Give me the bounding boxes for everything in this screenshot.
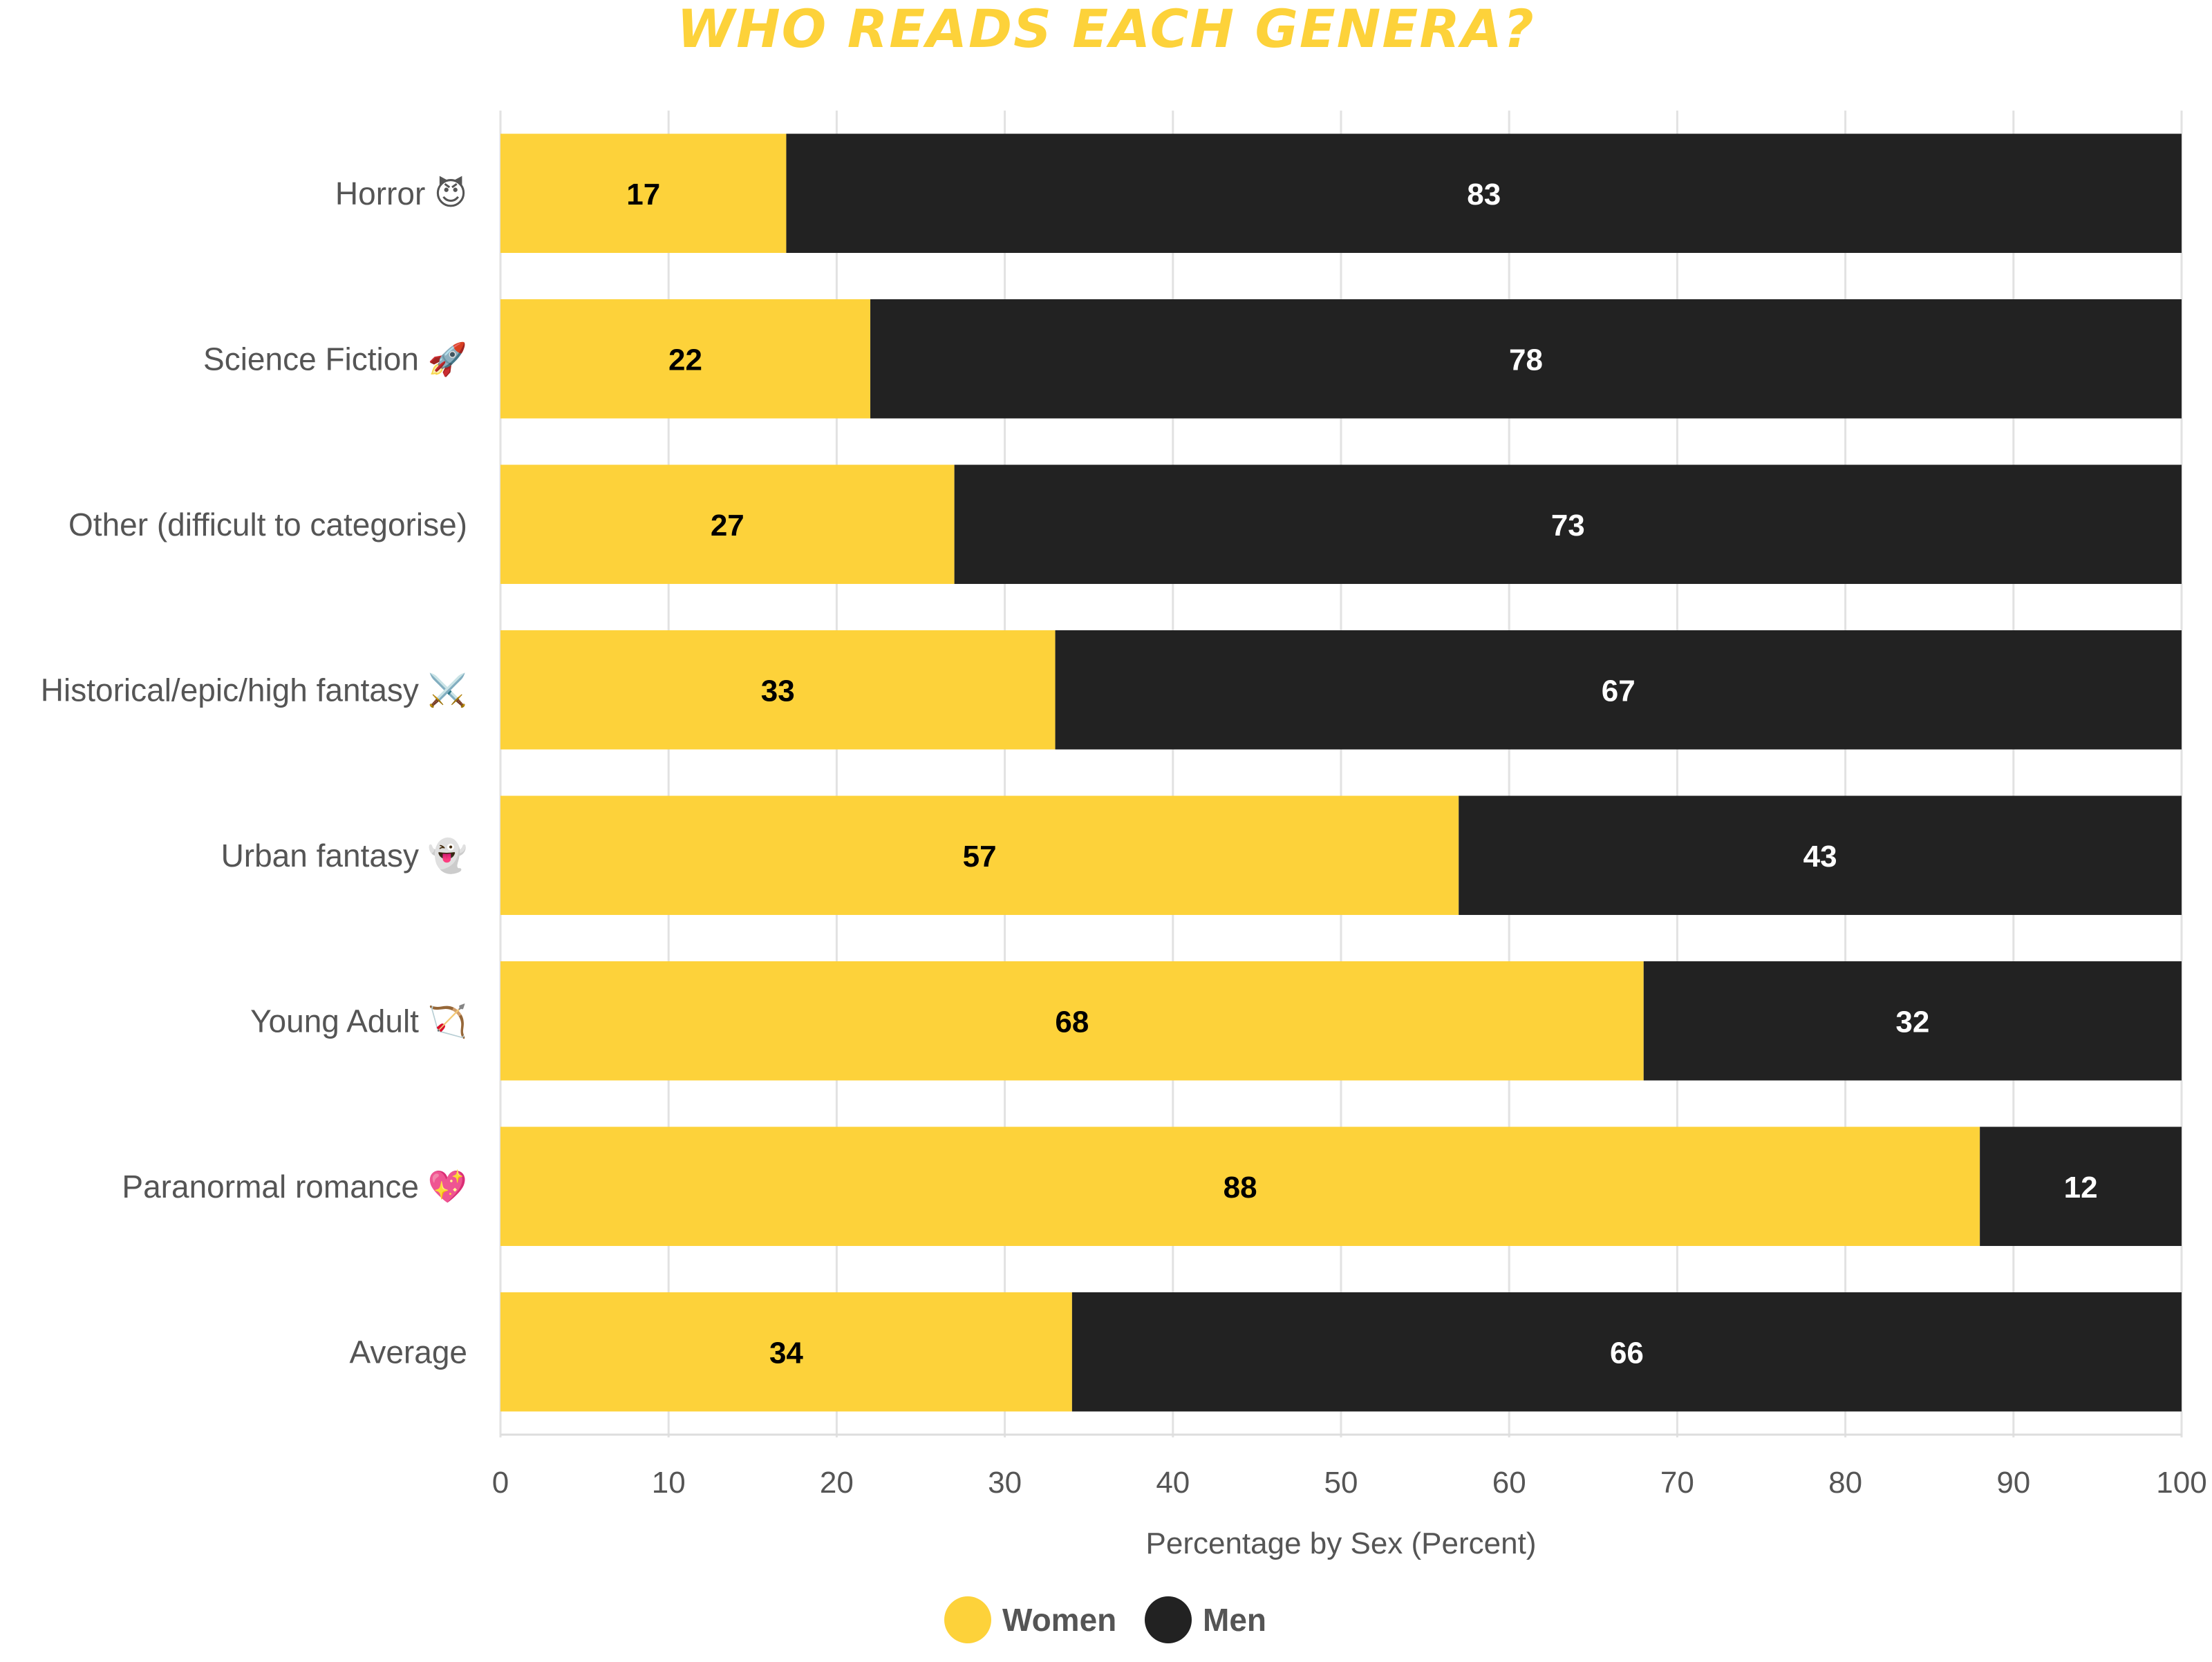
bar-women xyxy=(500,1292,1072,1412)
bar-men xyxy=(786,133,2182,253)
bar-men xyxy=(954,464,2182,584)
x-tick-label: 0 xyxy=(492,1466,509,1500)
category-label: Urban fantasy 👻 xyxy=(221,836,467,875)
x-tick-label: 80 xyxy=(1828,1466,1862,1500)
category-label: Historical/epic/high fantasy ⚔️ xyxy=(41,672,467,708)
x-tick-label: 30 xyxy=(988,1466,1022,1500)
data-label: 34 xyxy=(769,1336,803,1370)
category-label: Average xyxy=(349,1334,467,1370)
category-label: Young Adult 🏹 xyxy=(250,1003,467,1040)
data-label: 66 xyxy=(1610,1336,1644,1370)
chart-title: WHO READS EACH GENERA? xyxy=(677,0,1535,59)
x-tick-label: 40 xyxy=(1156,1466,1190,1500)
x-tick-label: 70 xyxy=(1660,1466,1694,1500)
data-label: 83 xyxy=(1467,178,1501,211)
category-labels: Horror 😈 Science Fiction 🚀 Other (difficul… xyxy=(41,176,468,1370)
data-label: 22 xyxy=(668,343,702,377)
legend: Women Men xyxy=(944,1596,1266,1643)
category-label: Horror 😈 xyxy=(335,176,467,211)
bar-men xyxy=(1980,1126,2182,1246)
bar-women xyxy=(500,133,787,253)
data-label: 88 xyxy=(1224,1171,1257,1205)
legend-label-women[interactable]: Women xyxy=(1002,1602,1116,1638)
bar-men xyxy=(1055,630,2182,750)
legend-swatch-women xyxy=(944,1596,991,1643)
bar-women xyxy=(500,961,1644,1081)
bar-men xyxy=(870,299,2182,419)
x-tick-label: 90 xyxy=(1996,1466,2030,1500)
data-label: 12 xyxy=(2064,1171,2098,1205)
data-label: 33 xyxy=(761,674,795,708)
bars xyxy=(500,133,2182,1412)
bar-men xyxy=(1643,961,2182,1081)
bar-women xyxy=(500,299,871,419)
x-axis-title: Percentage by Sex (Percent) xyxy=(1146,1527,1537,1560)
x-tick-label: 60 xyxy=(1492,1466,1526,1500)
data-label: 17 xyxy=(626,178,660,211)
bar-women xyxy=(500,795,1459,915)
data-label: 27 xyxy=(711,509,744,542)
bar-women xyxy=(500,630,1056,750)
data-label: 32 xyxy=(1895,1005,1929,1039)
bar-women xyxy=(500,1126,1980,1246)
data-label: 73 xyxy=(1551,509,1585,542)
data-label: 57 xyxy=(963,840,997,874)
x-tick-label: 20 xyxy=(820,1466,854,1500)
category-label: Science Fiction 🚀 xyxy=(203,341,467,377)
data-label: 78 xyxy=(1509,343,1543,377)
category-label: Other (difficult to categorise) xyxy=(68,507,467,542)
data-label: 67 xyxy=(1602,674,1635,708)
x-tick-label: 50 xyxy=(1324,1466,1358,1500)
x-tick-label: 100 xyxy=(2156,1466,2206,1500)
category-label: Paranormal romance 💖 xyxy=(122,1169,467,1205)
bar-men xyxy=(1459,795,2182,915)
data-label: 68 xyxy=(1055,1005,1089,1039)
data-labels: 17 83 22 78 27 73 33 67 57 43 68 32 88 12 34 66 xyxy=(626,178,2097,1370)
x-tick-labels: 0 10 20 30 40 50 60 70 80 90 100 xyxy=(492,1466,2207,1500)
data-label: 43 xyxy=(1803,840,1837,874)
x-tick-label: 10 xyxy=(652,1466,686,1500)
bar-men xyxy=(1071,1292,2182,1412)
legend-label-men[interactable]: Men xyxy=(1203,1602,1266,1638)
bar-women xyxy=(500,464,955,584)
legend-swatch-men xyxy=(1145,1596,1192,1643)
